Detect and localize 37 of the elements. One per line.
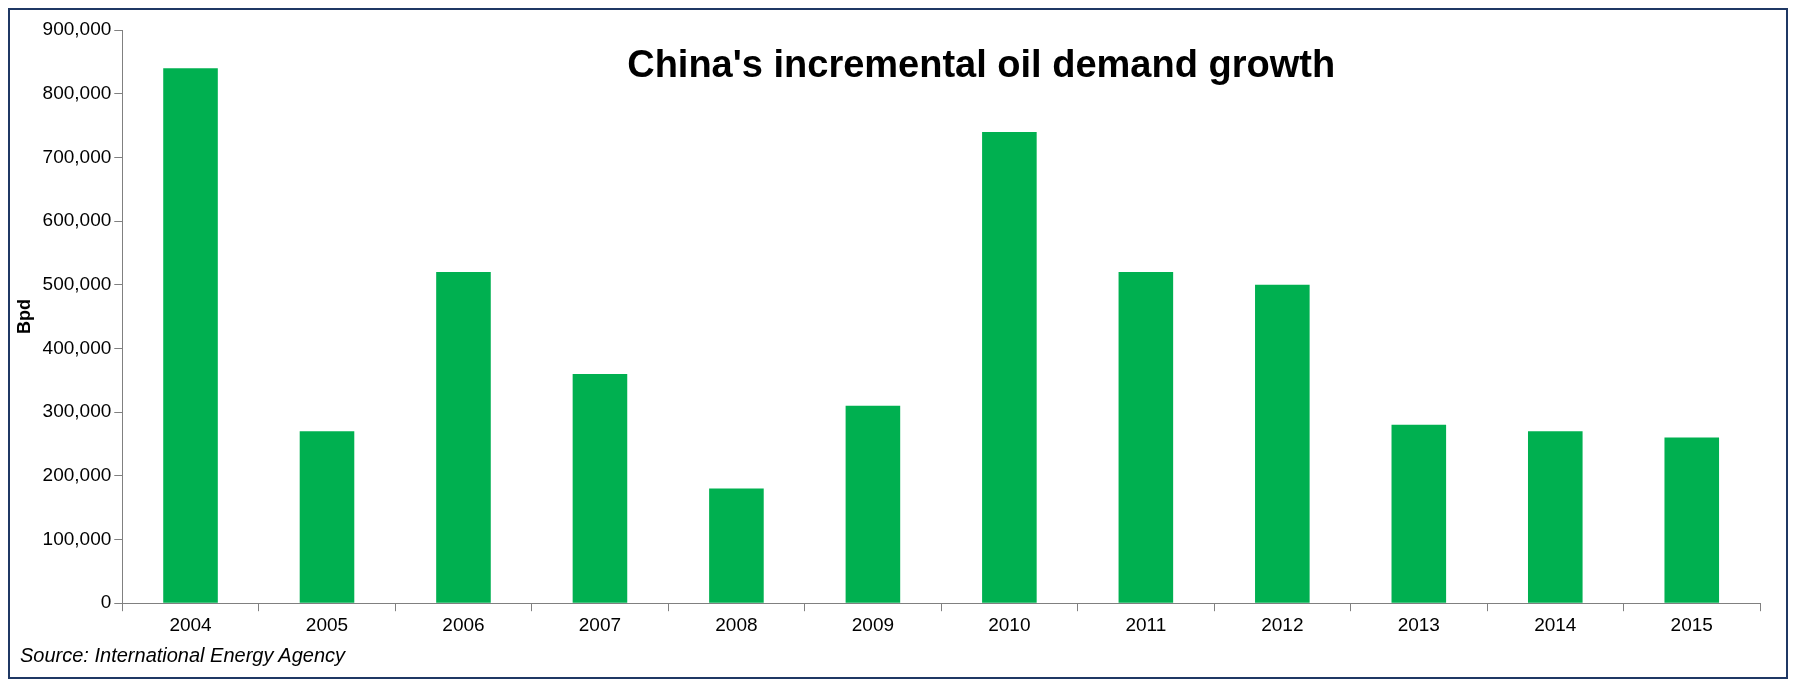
y-tick-label: 800,000 xyxy=(42,81,112,103)
y-tick-label: 900,000 xyxy=(42,18,112,40)
y-tick-label: 500,000 xyxy=(42,272,112,294)
bar xyxy=(436,272,491,603)
x-tick-label: 2004 xyxy=(169,613,213,635)
chart-title: China's incremental oil demand growth xyxy=(627,43,1336,86)
bar xyxy=(1664,437,1720,603)
y-tick-label: 300,000 xyxy=(42,400,112,422)
x-tick-label: 2010 xyxy=(988,613,1031,635)
x-tick-label: 2007 xyxy=(578,613,622,635)
bar xyxy=(1255,284,1310,603)
bar xyxy=(1118,272,1174,603)
source-note: Source: International Energy Agency xyxy=(20,644,347,667)
x-tick-label: 2011 xyxy=(1125,613,1167,635)
x-tick-label: 2009 xyxy=(851,613,895,635)
x-tick-label: 2015 xyxy=(1670,613,1713,635)
bar xyxy=(709,488,764,603)
y-tick-label: 100,000 xyxy=(42,527,112,549)
bar xyxy=(982,131,1037,603)
x-tick-label: 2008 xyxy=(715,613,758,635)
y-axis-title: Bpd xyxy=(13,299,34,335)
x-tick-label: 2006 xyxy=(442,613,485,635)
x-tick-label: 2014 xyxy=(1534,613,1577,635)
bar xyxy=(1527,431,1583,603)
x-tick-label: 2005 xyxy=(305,613,349,635)
y-tick-label: 700,000 xyxy=(42,145,112,167)
x-tick-label: 2012 xyxy=(1261,613,1304,635)
y-tick-label: 600,000 xyxy=(42,209,112,231)
x-tick-label: 2013 xyxy=(1397,613,1440,635)
bar xyxy=(1391,424,1447,603)
bar xyxy=(572,373,628,603)
y-tick-label: 200,000 xyxy=(42,464,112,486)
y-tick-label: 400,000 xyxy=(42,336,112,358)
bar xyxy=(299,431,355,603)
bar xyxy=(163,68,218,603)
bar xyxy=(845,405,901,603)
y-tick-label: 0 xyxy=(100,591,112,613)
